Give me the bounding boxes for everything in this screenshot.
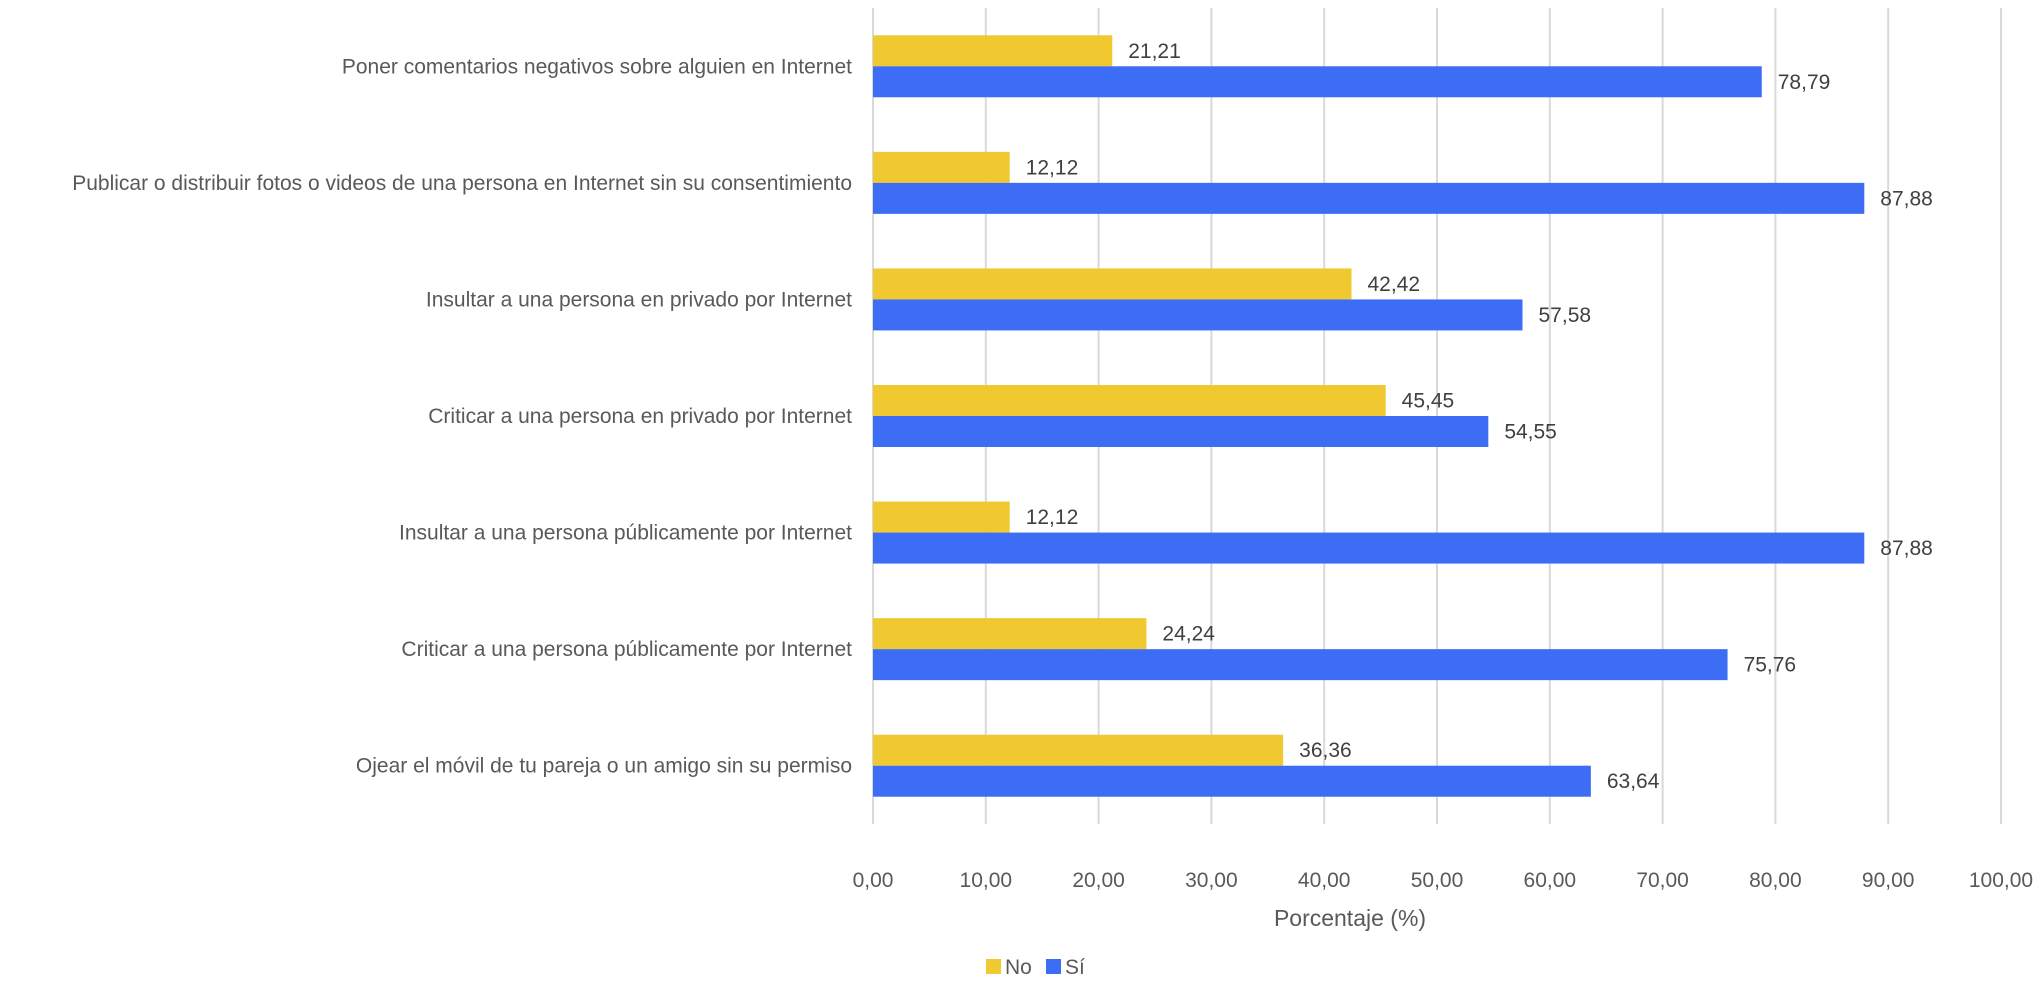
category-label: Insultar a una persona en privado por In… [426,288,852,311]
data-label: 42,42 [1367,273,1420,296]
bar-si [873,66,1762,98]
bar-no [873,501,1010,533]
x-tick-label: 40,00 [1298,869,1351,892]
data-labels: 21,21 78,79 12,12 87,88 42,42 57,58 45,45 54,55… [1026,40,1933,793]
data-label: 24,24 [1162,623,1215,646]
legend: No Sí [986,956,1085,979]
category-label: Poner comentarios negativos sobre alguie… [342,55,852,78]
x-tick-label: 10,00 [960,869,1013,892]
data-label: 87,88 [1880,187,1933,210]
data-label: 21,21 [1128,40,1181,63]
bar-si [873,416,1489,447]
data-label: 78,79 [1778,71,1831,94]
bar-no [873,151,1010,183]
data-label: 36,36 [1299,739,1352,762]
x-axis-title: Porcentaje (%) [1274,905,1426,931]
data-label: 57,58 [1539,304,1592,327]
x-tick-label: 90,00 [1862,869,1915,892]
x-tick-label: 30,00 [1185,869,1238,892]
category-label: Criticar a una persona públicamente por … [401,638,852,661]
data-label: 63,64 [1607,770,1660,793]
data-label: 12,12 [1026,156,1079,179]
category-label: Ojear el móvil de tu pareja o un amigo s… [356,755,852,778]
category-labels: Poner comentarios negativos sobre alguie… [72,55,852,777]
x-tick-label: 70,00 [1636,869,1689,892]
category-label: Publicar o distribuir fotos o videos de … [72,172,852,195]
legend-swatch [986,959,1001,974]
category-label: Criticar a una persona en privado por In… [428,405,852,428]
x-tick-label: 60,00 [1524,869,1577,892]
x-tick-label: 100,00 [1969,869,2033,892]
legend-swatch [1046,959,1061,974]
bar-no [873,734,1284,766]
data-label: 75,76 [1744,654,1797,677]
legend-label: Sí [1065,956,1085,979]
x-tick-label: 0,00 [853,869,894,892]
bars [873,35,1865,797]
data-label: 54,55 [1504,421,1557,444]
bar-si [873,299,1523,331]
bar-no [873,618,1147,650]
x-tick-labels: 0,00 10,00 20,00 30,00 40,00 50,00 60,00 70,00 8… [853,869,2034,892]
x-tick-label: 20,00 [1072,869,1125,892]
x-tick-label: 50,00 [1411,869,1464,892]
data-label: 87,88 [1880,537,1933,560]
category-label: Insultar a una persona públicamente por … [399,522,852,545]
bar-no [873,35,1113,67]
bar-si [873,532,1865,564]
legend-label: No [1005,956,1032,979]
data-label: 45,45 [1402,390,1455,413]
bar-no [873,268,1352,300]
x-tick-label: 80,00 [1749,869,1802,892]
bar-si [873,765,1591,797]
data-label: 12,12 [1026,506,1079,529]
bar-si [873,649,1728,681]
bar-si [873,182,1865,214]
bar-no [873,385,1386,416]
